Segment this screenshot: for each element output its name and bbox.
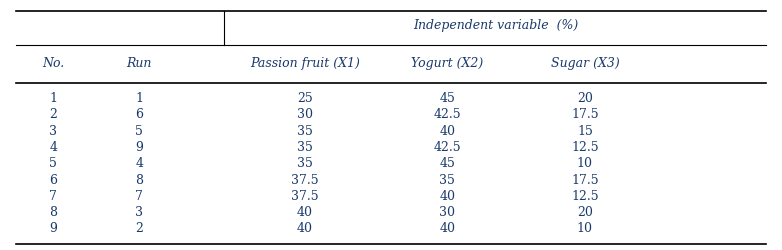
Text: 35: 35 <box>297 141 313 154</box>
Text: 9: 9 <box>135 141 143 154</box>
Text: 6: 6 <box>135 108 143 122</box>
Text: 10: 10 <box>577 222 593 235</box>
Text: 9: 9 <box>49 222 57 235</box>
Text: 45: 45 <box>439 92 455 105</box>
Text: 2: 2 <box>49 108 57 122</box>
Text: 5: 5 <box>49 157 57 170</box>
Text: 8: 8 <box>49 206 57 219</box>
Text: 7: 7 <box>49 190 57 203</box>
Text: 1: 1 <box>135 92 143 105</box>
Text: 30: 30 <box>297 108 313 122</box>
Text: 6: 6 <box>49 174 57 186</box>
Text: 40: 40 <box>439 190 455 203</box>
Text: 10: 10 <box>577 157 593 170</box>
Text: 2: 2 <box>135 222 143 235</box>
Text: 37.5: 37.5 <box>291 190 319 203</box>
Text: 5: 5 <box>135 125 143 138</box>
Text: Run: Run <box>127 57 152 70</box>
Text: 42.5: 42.5 <box>433 141 461 154</box>
Text: 37.5: 37.5 <box>291 174 319 186</box>
Text: 4: 4 <box>49 141 57 154</box>
Text: 4: 4 <box>135 157 143 170</box>
Text: 17.5: 17.5 <box>571 174 599 186</box>
Text: 7: 7 <box>135 190 143 203</box>
Text: 40: 40 <box>297 222 313 235</box>
Text: 35: 35 <box>297 157 313 170</box>
Text: Passion fruit (X1): Passion fruit (X1) <box>250 57 360 70</box>
Text: 3: 3 <box>135 206 143 219</box>
Text: 25: 25 <box>297 92 313 105</box>
Text: 40: 40 <box>439 222 455 235</box>
Text: 20: 20 <box>577 206 593 219</box>
Text: 12.5: 12.5 <box>571 190 599 203</box>
Text: Yogurt (X2): Yogurt (X2) <box>411 57 483 70</box>
Text: 20: 20 <box>577 92 593 105</box>
Text: 12.5: 12.5 <box>571 141 599 154</box>
Text: 40: 40 <box>297 206 313 219</box>
Text: 40: 40 <box>439 125 455 138</box>
Text: 35: 35 <box>439 174 455 186</box>
Text: Independent variable  (%): Independent variable (%) <box>413 18 578 32</box>
Text: 45: 45 <box>439 157 455 170</box>
Text: 3: 3 <box>49 125 57 138</box>
Text: 1: 1 <box>49 92 57 105</box>
Text: 17.5: 17.5 <box>571 108 599 122</box>
Text: 35: 35 <box>297 125 313 138</box>
Text: 30: 30 <box>439 206 455 219</box>
Text: Sugar (X3): Sugar (X3) <box>551 57 619 70</box>
Text: 15: 15 <box>577 125 593 138</box>
Text: 8: 8 <box>135 174 143 186</box>
Text: No.: No. <box>42 57 64 70</box>
Text: 42.5: 42.5 <box>433 108 461 122</box>
